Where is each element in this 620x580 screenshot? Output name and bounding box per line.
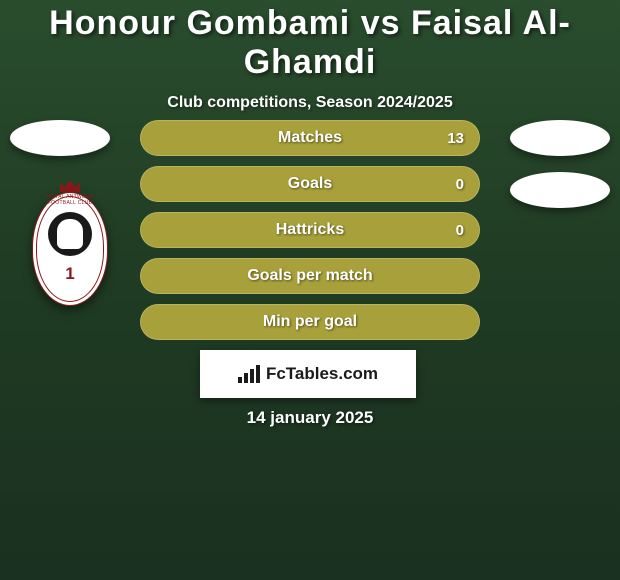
right-player-placeholder-1 [510, 120, 610, 156]
stat-row-goals-per-match: Goals per match [140, 258, 480, 294]
stat-label: Hattricks [276, 221, 344, 239]
badge-inner-circle [48, 212, 92, 256]
left-player-placeholder [10, 120, 110, 156]
stat-value: 0 [456, 176, 464, 193]
subtitle: Club competitions, Season 2024/2025 [0, 94, 620, 112]
stat-value: 0 [456, 222, 464, 239]
stat-row-min-per-goal: Min per goal [140, 304, 480, 340]
stat-row-hattricks: Hattricks 0 [140, 212, 480, 248]
stat-row-matches: Matches 13 [140, 120, 480, 156]
stat-label: Goals [288, 175, 332, 193]
club-badge: ROYAL ANTWERP FOOTBALL CLUB 1 [32, 178, 108, 308]
stat-label: Matches [278, 129, 342, 147]
badge-ring-text: ROYAL ANTWERP FOOTBALL CLUB [32, 194, 108, 206]
page-title: Honour Gombami vs Faisal Al-Ghamdi [0, 0, 620, 82]
stat-label: Goals per match [247, 267, 372, 285]
stat-label: Min per goal [263, 313, 357, 331]
hand-icon [57, 219, 83, 249]
stat-row-goals: Goals 0 [140, 166, 480, 202]
right-player-placeholder-2 [510, 172, 610, 208]
stat-value: 13 [447, 130, 464, 147]
brand-logo-box[interactable]: FcTables.com [200, 350, 416, 398]
badge-number: 1 [32, 264, 108, 284]
bar-chart-icon [238, 365, 260, 383]
brand-text: FcTables.com [266, 364, 378, 384]
stats-container: Matches 13 Goals 0 Hattricks 0 Goals per… [140, 120, 480, 350]
date-label: 14 january 2025 [0, 408, 620, 428]
